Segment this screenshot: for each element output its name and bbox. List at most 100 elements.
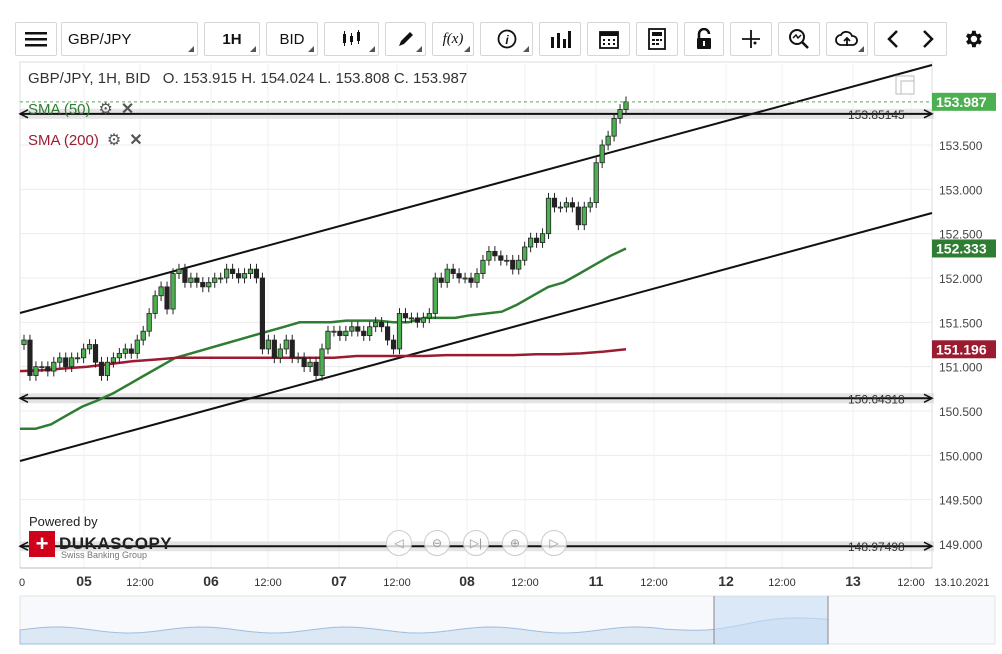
candle[interactable] — [33, 366, 39, 376]
candle[interactable] — [361, 330, 367, 337]
candle[interactable] — [605, 135, 611, 146]
drawing-tools-button[interactable] — [385, 22, 426, 56]
candle[interactable] — [516, 259, 522, 270]
candle[interactable] — [200, 282, 206, 288]
candle[interactable] — [206, 282, 212, 288]
close-icon[interactable]: ✕ — [120, 101, 135, 118]
candle[interactable] — [45, 366, 51, 372]
candle[interactable] — [569, 202, 575, 208]
calculator-button[interactable] — [636, 22, 678, 56]
candle[interactable] — [158, 286, 164, 297]
candle[interactable] — [277, 348, 283, 359]
candle[interactable] — [611, 118, 617, 137]
candle[interactable] — [140, 330, 146, 341]
candle[interactable] — [247, 268, 254, 274]
candle[interactable] — [444, 268, 450, 283]
candle[interactable] — [295, 357, 301, 360]
candle[interactable] — [462, 277, 468, 280]
zoom-button[interactable] — [778, 22, 820, 56]
indicators-button[interactable]: f(x) — [432, 22, 474, 56]
candle[interactable] — [194, 277, 200, 283]
dukascopy-logo[interactable]: + DUKASCOPY Swiss Banking Group — [29, 531, 172, 560]
candle[interactable] — [104, 361, 111, 376]
menu-button[interactable] — [15, 22, 57, 56]
candle[interactable] — [575, 206, 581, 226]
candle[interactable] — [545, 197, 552, 235]
candle[interactable] — [116, 352, 122, 359]
candle[interactable] — [474, 273, 480, 283]
volume-button[interactable] — [539, 22, 581, 56]
candle[interactable] — [253, 268, 260, 279]
scroll-left-button[interactable]: ◁ — [386, 530, 412, 556]
candle[interactable] — [224, 268, 230, 279]
sma50-line[interactable] — [20, 247, 627, 430]
candle[interactable] — [146, 313, 152, 332]
trendline-upper[interactable] — [19, 64, 933, 314]
settings-button[interactable] — [953, 22, 993, 56]
candle[interactable] — [426, 313, 432, 319]
candle[interactable] — [110, 357, 117, 363]
candle[interactable] — [176, 268, 182, 274]
candle[interactable] — [289, 339, 295, 359]
candle[interactable] — [617, 109, 623, 119]
candle[interactable] — [533, 237, 540, 243]
candle[interactable] — [265, 339, 271, 350]
candle[interactable] — [504, 259, 510, 262]
candle[interactable] — [331, 330, 337, 333]
crosshair-button[interactable] — [730, 22, 772, 56]
candle[interactable] — [235, 273, 242, 279]
candle[interactable] — [218, 277, 224, 280]
candle[interactable] — [432, 277, 438, 314]
candle[interactable] — [343, 330, 349, 337]
price-side-selector[interactable]: BID — [266, 22, 318, 56]
candle[interactable] — [563, 202, 569, 208]
candle[interactable] — [152, 295, 158, 314]
candle[interactable] — [379, 321, 385, 328]
candle[interactable] — [337, 330, 343, 337]
candle[interactable] — [39, 366, 45, 369]
candle[interactable] — [283, 339, 289, 350]
candle[interactable] — [230, 268, 236, 274]
candle[interactable] — [69, 357, 75, 368]
reset-button[interactable]: ▷| — [463, 530, 489, 556]
candle[interactable] — [593, 162, 599, 204]
candle[interactable] — [420, 317, 426, 323]
candle[interactable] — [164, 286, 170, 310]
info-button[interactable]: i — [480, 22, 533, 56]
candle[interactable] — [599, 144, 605, 164]
candle[interactable] — [528, 237, 534, 248]
candle[interactable] — [57, 357, 63, 363]
timeframe-selector[interactable]: 1H — [204, 22, 260, 56]
candle[interactable] — [259, 277, 266, 350]
candle[interactable] — [587, 202, 593, 208]
candle[interactable] — [75, 357, 81, 360]
candle[interactable] — [468, 277, 474, 283]
candle[interactable] — [21, 339, 27, 345]
scroll-right-button[interactable]: ▷ — [541, 530, 567, 556]
chart-type-button[interactable] — [324, 22, 379, 56]
candle[interactable] — [212, 277, 218, 283]
candle[interactable] — [301, 357, 307, 368]
candle[interactable] — [498, 255, 504, 261]
candle[interactable] — [122, 348, 128, 354]
candle[interactable] — [623, 101, 629, 110]
candle[interactable] — [438, 277, 444, 283]
candle[interactable] — [450, 268, 456, 274]
trendline-lower[interactable] — [19, 212, 933, 462]
candle[interactable] — [456, 273, 462, 279]
candle[interactable] — [134, 339, 140, 354]
candle[interactable] — [551, 197, 558, 208]
candle[interactable] — [581, 206, 587, 226]
candle[interactable] — [480, 259, 486, 274]
lock-button[interactable] — [684, 22, 724, 56]
candle[interactable] — [414, 317, 420, 323]
navigator-window[interactable] — [714, 596, 828, 644]
candle[interactable] — [170, 273, 176, 310]
candle[interactable] — [128, 348, 134, 354]
candle[interactable] — [390, 339, 397, 350]
calendar-button[interactable] — [587, 22, 630, 56]
candle[interactable] — [319, 348, 325, 376]
candle[interactable] — [373, 321, 379, 328]
symbol-selector[interactable]: GBP/JPY — [61, 22, 198, 56]
candle[interactable] — [51, 361, 57, 372]
